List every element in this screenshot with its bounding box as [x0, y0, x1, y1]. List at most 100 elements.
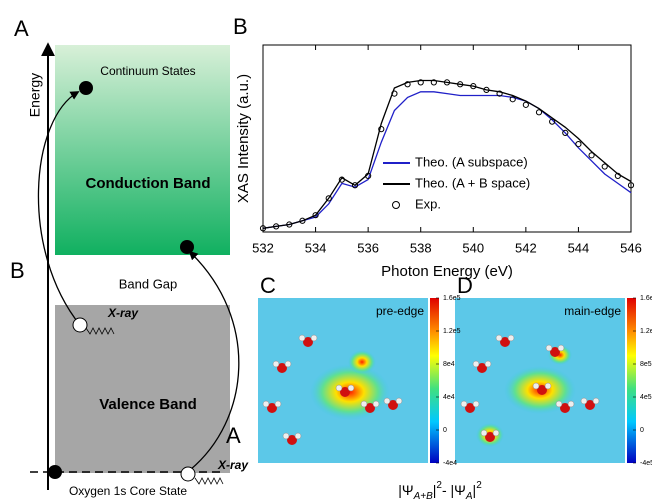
hydrogen	[310, 334, 318, 342]
data-point	[614, 172, 621, 179]
hydrogen	[360, 400, 368, 408]
hydrogen	[544, 382, 552, 390]
hydrogen	[507, 334, 515, 342]
hydrogen	[335, 384, 343, 392]
data-point	[483, 86, 490, 93]
formula-part: |	[433, 482, 437, 498]
oxygen	[485, 432, 495, 442]
xray-wave	[194, 477, 224, 485]
panel-label: D	[457, 273, 473, 298]
colorbar-tick-label: 8e4	[443, 361, 455, 368]
data-point	[562, 129, 569, 136]
oxygen	[560, 403, 570, 413]
density-blob	[348, 350, 376, 374]
x-tick-label: 534	[305, 240, 327, 255]
colorbar-tick-label: 0	[443, 427, 447, 434]
hydrogen	[262, 400, 270, 408]
data-point	[273, 223, 280, 230]
electron	[180, 240, 194, 254]
formula-part: A	[465, 491, 473, 502]
data-point	[522, 101, 529, 108]
oxygen	[550, 347, 560, 357]
region-label: Oxygen 1s Core State	[69, 484, 187, 498]
hydrogen	[532, 382, 540, 390]
data-point	[325, 195, 332, 202]
colorbar-tick-label: 4e5	[640, 394, 652, 401]
hydrogen	[495, 334, 503, 342]
panel-a: A Energy Continuum States Conduction Ban…	[10, 16, 249, 498]
data-point	[575, 141, 582, 148]
map-title: pre-edge	[376, 304, 424, 318]
axis-label: Energy	[27, 73, 43, 117]
hydrogen	[347, 384, 355, 392]
colorbar-tick-label: 1.6e6	[640, 295, 652, 302]
oxygen	[277, 363, 287, 373]
hydrogen	[472, 360, 480, 368]
x-tick-label: 546	[620, 240, 642, 255]
x-tick-label: 538	[410, 240, 432, 255]
region-label: Continuum States	[100, 64, 195, 78]
data-point	[259, 225, 267, 232]
hydrogen	[567, 400, 575, 408]
map-title: main-edge	[564, 304, 621, 318]
legend-label: Theo. (A + B space)	[415, 175, 530, 190]
formula: |ΨA+B|2- |ΨA|2	[398, 480, 482, 502]
plot-frame	[262, 44, 632, 233]
colorbar-tick-label: -4e4	[443, 460, 457, 467]
legend-label: Theo. (A subspace)	[415, 154, 528, 169]
oxygen	[287, 435, 297, 445]
electron	[48, 465, 62, 479]
data-point	[338, 176, 345, 183]
data-line	[262, 91, 632, 229]
oxygen	[585, 400, 595, 410]
hydrogen	[472, 400, 480, 408]
hydrogen	[383, 397, 391, 405]
data-point	[378, 126, 385, 133]
xray-label: X-ray	[217, 458, 249, 472]
region-label: Valence Band	[99, 396, 197, 413]
oxygen	[537, 385, 547, 395]
hydrogen	[294, 432, 302, 440]
oxygen	[500, 337, 510, 347]
colorbar-tick-label: 0	[640, 427, 644, 434]
hydrogen	[555, 400, 563, 408]
valence-band	[55, 305, 230, 473]
data-point	[430, 79, 437, 86]
region-label: Band Gap	[119, 276, 178, 291]
x-tick-label: 544	[568, 240, 590, 255]
hydrogen	[272, 360, 280, 368]
colorbar	[430, 298, 439, 463]
map-c	[258, 298, 428, 463]
legend-label: Exp.	[415, 196, 441, 211]
y-axis-label: XAS Intensity (a.u.)	[235, 74, 252, 203]
data-point	[365, 172, 372, 179]
data-point	[391, 90, 398, 97]
panel-label: B	[233, 14, 248, 39]
hydrogen	[580, 397, 588, 405]
formula-part: - |Ψ	[442, 482, 466, 498]
data-point	[457, 81, 464, 88]
panel-label: A	[14, 16, 29, 41]
hydrogen	[298, 334, 306, 342]
x-tick-label: 532	[252, 240, 274, 255]
colorbar-tick-label: 1.6e5	[443, 295, 461, 302]
data-point	[299, 217, 306, 224]
hydrogen	[282, 432, 290, 440]
electron	[79, 81, 93, 95]
data-point	[351, 182, 359, 189]
hydrogen	[545, 344, 553, 352]
data-point	[470, 83, 477, 90]
colorbar-tick-label: 8e5	[640, 361, 652, 368]
data-point	[509, 96, 516, 103]
formula-part: 2	[436, 480, 442, 491]
data-point	[549, 118, 556, 125]
conduction-band	[55, 45, 230, 255]
data-point	[535, 109, 543, 116]
oxygen	[303, 337, 313, 347]
oxygen	[340, 387, 350, 397]
oxygen	[365, 403, 375, 413]
x-tick-label: 542	[515, 240, 537, 255]
colorbar-tick-label: 1.2e6	[640, 328, 652, 335]
map-d	[455, 298, 625, 463]
